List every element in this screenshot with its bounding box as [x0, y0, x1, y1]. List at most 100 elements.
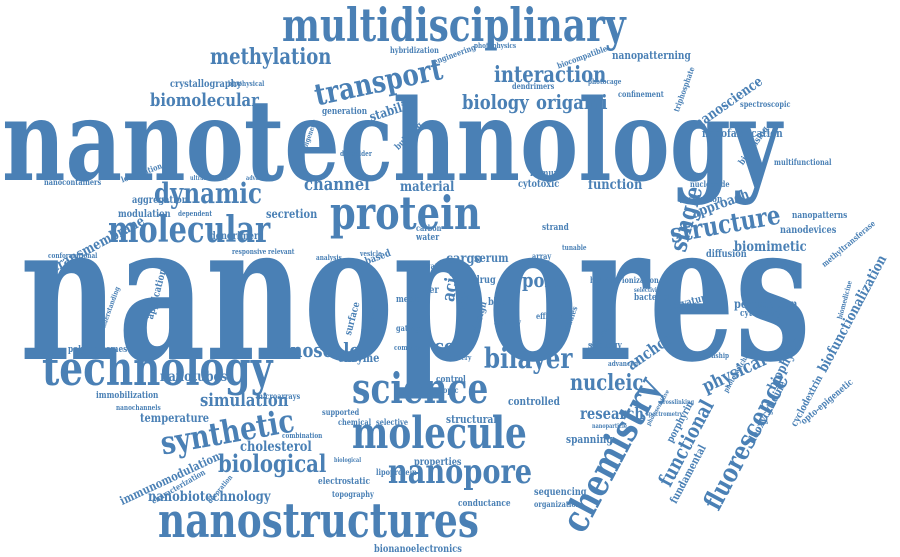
word-advantage: advantage	[246, 175, 275, 182]
word-nanopatterning: nanopatterning	[612, 49, 691, 62]
word-complex: complex	[394, 343, 421, 352]
word-cargo: cargo	[446, 251, 483, 267]
word-ultrasensitive: ultrasensitive	[190, 175, 228, 182]
word-control: control	[436, 375, 466, 385]
word-dendrimers: dendrimers	[512, 81, 555, 91]
word-permeation: permeation	[734, 297, 798, 311]
word-layer: layer	[416, 285, 439, 296]
word-combination: combination	[282, 431, 323, 440]
word-conductance: conductance	[458, 499, 511, 509]
word-origami: origami	[536, 90, 608, 114]
word-resolution: resolution	[680, 195, 723, 205]
word-spectroscopic: spectroscopic	[740, 99, 791, 109]
word-strategy: strategy	[588, 341, 622, 351]
word-ionization: ionization	[622, 275, 659, 285]
word-serum: serum	[474, 251, 509, 265]
word-gate: gate	[426, 261, 443, 271]
word-photocage: photocage	[588, 77, 622, 86]
word-spectrometry: spectrometry	[646, 411, 683, 418]
word-carbon: carbon	[416, 223, 442, 233]
word-dependent: dependent	[178, 209, 213, 218]
word-confinement: confinement	[618, 89, 664, 99]
word-structural: structural	[446, 413, 497, 426]
word-advanced: advanced	[608, 359, 639, 368]
word-organization: organization	[534, 499, 581, 509]
word-nanotubes: nanotubes	[160, 369, 228, 385]
word-polymersomes: polymersomes	[68, 345, 128, 355]
word-nucleic: nucleic	[570, 370, 644, 396]
word-water: water	[416, 233, 440, 243]
word-selective: selective	[376, 417, 409, 427]
word-microarrays: microarrays	[256, 391, 301, 401]
word-cell: cell	[434, 334, 467, 358]
word-research: research	[580, 404, 644, 423]
word-biology: biology	[462, 90, 529, 114]
word-nanobiotechnology: nanobiotechnology	[148, 489, 271, 505]
word-nanostructures: nanostructures	[158, 493, 479, 549]
word-pore: pore	[522, 268, 564, 292]
word-sequencing: sequencing	[534, 487, 587, 498]
word-nanodevices: nanodevices	[780, 225, 837, 236]
word-secretion: secretion	[266, 207, 318, 221]
word-nanoparticle: nanoparticle	[592, 423, 627, 430]
word-responsive: responsive	[232, 247, 267, 256]
word-dendrimer: dendrimer	[210, 231, 259, 242]
word-generation: generation	[322, 107, 368, 117]
word-topic: topic	[440, 385, 459, 395]
word-drug: drug	[474, 275, 496, 286]
word-temperature: temperature	[140, 411, 210, 425]
word-biofunctionalization: biofunctionalization	[815, 252, 891, 376]
word-cytotoxic: cytotoxic	[518, 179, 560, 190]
word-crosslinking: crosslinking	[660, 399, 695, 406]
word-protein: protein	[330, 186, 481, 240]
word-multifunctional: multifunctional	[774, 157, 832, 167]
word-nucleoside: nucleoside	[690, 179, 730, 189]
word-biophysical: biophysical	[228, 79, 265, 88]
word-technology: technology	[42, 341, 273, 397]
word-enzyme: enzyme	[338, 351, 380, 365]
word-analysis: analysis	[316, 253, 342, 262]
word-controlled: controlled	[508, 395, 560, 408]
word-aggregation: aggregation	[132, 195, 188, 206]
word-nanofabrication: nanofabrication	[702, 127, 783, 140]
word-selectivity: selectivity	[634, 287, 662, 294]
word-topography: topography	[332, 489, 374, 499]
word-electrostatic: electrostatic	[318, 477, 370, 487]
word-cytometry: cytometry	[740, 309, 782, 319]
word-nanoscale: nanoscale	[268, 338, 360, 362]
word-delivery: delivery	[446, 353, 472, 362]
word-crystallography: crystallography	[170, 79, 242, 90]
word-channel: channel	[304, 174, 370, 195]
word-nanocontainers: nanocontainers	[44, 177, 102, 187]
word-molecular: molecular	[108, 209, 271, 251]
word-methylation: methylation	[210, 44, 332, 70]
word-dynamic: dynamic	[154, 177, 262, 210]
word-function: function	[588, 177, 643, 193]
word-efficient: efficient	[536, 311, 567, 321]
word-spanning: spanning	[566, 433, 613, 446]
word-biomimetic: biomimetic	[734, 239, 807, 255]
word-array: array	[532, 251, 552, 261]
word-biological: biological	[218, 449, 327, 478]
word-hybrid: hybrid	[590, 275, 614, 285]
word-properties: properties	[414, 457, 462, 468]
word-science: science	[352, 364, 489, 413]
word-activity: activity	[494, 317, 521, 327]
word-media: media	[396, 295, 422, 305]
word-vesicle: vesicle	[360, 249, 382, 258]
word-material: material	[400, 179, 455, 195]
word-lipoprotein: lipoprotein	[376, 467, 417, 477]
word-nanochannels: nanochannels	[116, 403, 161, 412]
word-bionanoelectronics: bionanoelectronics	[374, 544, 462, 555]
word-gating: gating	[396, 323, 420, 333]
word-nanopore: nanopore	[388, 452, 533, 492]
word-diffusion: diffusion	[706, 249, 747, 260]
word-photophysics: photophysics	[474, 41, 517, 50]
word-dielsalder: dielsalder	[340, 149, 372, 158]
word-biological-small: biological	[334, 457, 362, 464]
word-immobilization: immobilization	[96, 391, 159, 401]
word-relevant: relevant	[268, 247, 295, 256]
word-strand: strand	[542, 223, 569, 233]
word-blood: blood	[488, 297, 514, 308]
word-nanopatterns: nanopatterns	[792, 211, 848, 221]
